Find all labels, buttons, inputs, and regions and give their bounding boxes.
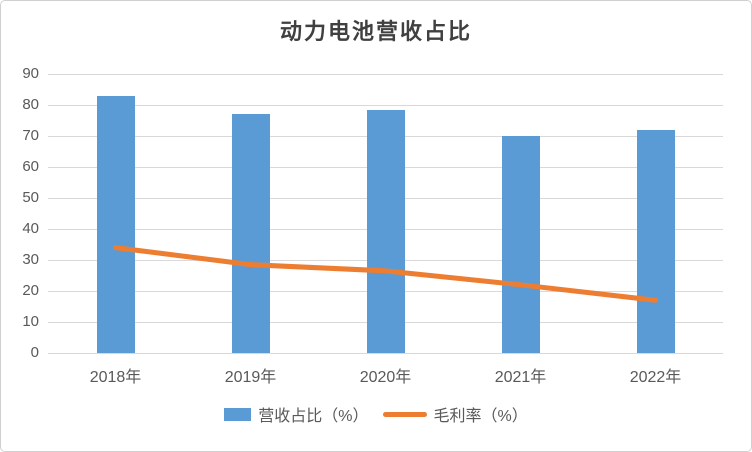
x-tick-label: 2019年 bbox=[224, 369, 277, 386]
bar-2019年 bbox=[231, 114, 270, 353]
y-tick-label: 10 bbox=[22, 313, 39, 330]
legend: 营收占比（%） 毛利率（%） bbox=[1, 402, 751, 426]
legend-label: 毛利率（%） bbox=[433, 408, 528, 425]
bar-2020年 bbox=[366, 109, 405, 353]
legend-line-swatch bbox=[382, 411, 427, 417]
x-tick-label: 2021年 bbox=[494, 369, 547, 386]
y-tick-label: 0 bbox=[30, 344, 39, 361]
y-tick-label: 70 bbox=[22, 127, 39, 144]
gridline bbox=[48, 74, 723, 75]
x-tick-label: 2020年 bbox=[359, 369, 412, 386]
y-tick-label: 40 bbox=[22, 220, 39, 237]
chart-title: 动力电池营收占比 bbox=[279, 19, 472, 44]
legend-bar-swatch bbox=[224, 407, 252, 421]
y-tick-label: 50 bbox=[22, 189, 39, 206]
legend-item: 毛利率（%） bbox=[382, 402, 528, 426]
bar-2021年 bbox=[501, 136, 540, 353]
gridline bbox=[48, 353, 723, 354]
y-tick-label: 30 bbox=[22, 251, 39, 268]
legend-item: 营收占比（%） bbox=[224, 402, 369, 426]
bar-2022年 bbox=[636, 129, 675, 353]
gridline bbox=[48, 105, 723, 106]
legend-label: 营收占比（%） bbox=[258, 408, 369, 425]
y-tick-label: 80 bbox=[22, 96, 39, 113]
x-tick-label: 2022年 bbox=[629, 369, 682, 386]
bar-2018年 bbox=[96, 95, 135, 353]
x-tick-label: 2018年 bbox=[89, 369, 142, 386]
y-tick-label: 60 bbox=[22, 158, 39, 175]
y-tick-label: 20 bbox=[22, 282, 39, 299]
y-tick-label: 90 bbox=[22, 65, 39, 82]
